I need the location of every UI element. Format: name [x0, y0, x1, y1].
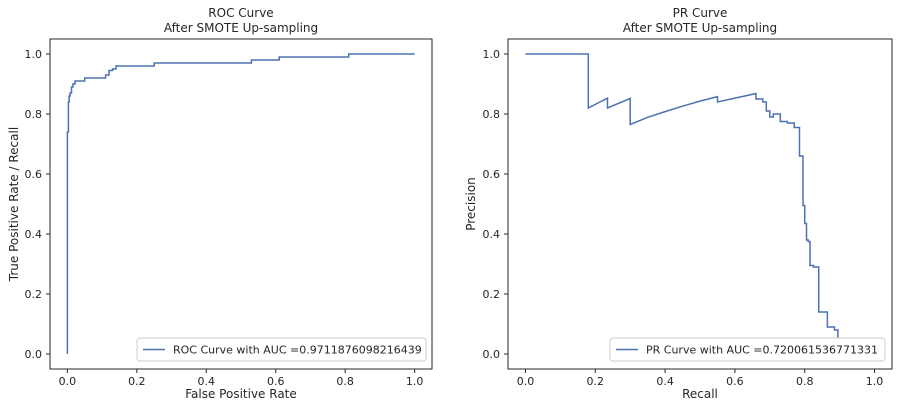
- roc-y-tick-label: 0.4: [25, 228, 43, 241]
- pr-x-tick-label: 0.8: [796, 375, 814, 388]
- pr-legend: PR Curve with AUC =0.720061536771331: [609, 337, 886, 362]
- roc-x-axis-label: False Positive Rate: [185, 387, 297, 401]
- roc-legend-label: ROC Curve with AUC =0.9711876098216439: [173, 344, 422, 357]
- roc-title-line-2: After SMOTE Up-sampling: [164, 21, 318, 35]
- roc-curve-line: [66, 53, 415, 354]
- pr-y-ticks: 0.0 0.2 0.4 0.6 0.8 1.0: [483, 48, 508, 361]
- roc-x-tick-label: 0.4: [198, 375, 216, 388]
- pr-chart: PR Curve After SMOTE Up-sampling 0.0 0.2 0…: [464, 6, 893, 401]
- pr-y-tick-label: 0.8: [483, 108, 501, 121]
- roc-plot-background: [50, 39, 432, 369]
- roc-chart: ROC Curve After SMOTE Up-sampling 0.0 0.2…: [7, 6, 433, 401]
- roc-y-tick-label: 0.6: [25, 168, 43, 181]
- pr-x-tick-label: 0.4: [656, 375, 674, 388]
- pr-x-tick-label: 0.2: [587, 375, 605, 388]
- pr-y-tick-label: 0.2: [483, 288, 501, 301]
- roc-legend: ROC Curve with AUC =0.9711876098216439: [136, 337, 427, 362]
- pr-x-axis-label: Recall: [682, 387, 718, 401]
- pr-title-line-2: After SMOTE Up-sampling: [623, 21, 777, 35]
- pr-legend-box: [609, 337, 886, 362]
- roc-x-ticks: 0.0 0.2 0.4 0.6 0.8 1.0: [59, 369, 424, 388]
- roc-x-tick-label: 1.0: [406, 375, 424, 388]
- pr-plot-frame: [507, 38, 893, 370]
- roc-x-tick-label: 0.2: [128, 375, 146, 388]
- pr-series-layer: [525, 53, 843, 345]
- pr-legend-label: PR Curve with AUC =0.720061536771331: [646, 344, 878, 357]
- roc-y-ticks: 0.0 0.2 0.4 0.6 0.8 1.0: [25, 48, 50, 361]
- roc-y-tick-label: 1.0: [25, 48, 43, 61]
- pr-plot-background: [508, 39, 892, 369]
- pr-x-tick-label: 1.0: [866, 375, 884, 388]
- roc-x-tick-label: 0.0: [59, 375, 77, 388]
- pr-title-line-1: PR Curve: [673, 6, 728, 20]
- pr-y-tick-label: 0.6: [483, 168, 501, 181]
- roc-plot-frame: [49, 38, 433, 370]
- pr-x-tick-label: 0.0: [517, 375, 535, 388]
- roc-y-tick-label: 0.2: [25, 288, 43, 301]
- roc-x-tick-label: 0.8: [336, 375, 354, 388]
- roc-y-tick-label: 0.8: [25, 108, 43, 121]
- roc-legend-box: [136, 337, 427, 362]
- roc-x-tick-label: 0.6: [267, 375, 285, 388]
- pr-y-axis-label: Precision: [464, 177, 478, 231]
- pr-x-ticks: 0.0 0.2 0.4 0.6 0.8 1.0: [517, 369, 884, 388]
- roc-series-layer: [66, 53, 415, 354]
- roc-y-tick-label: 0.0: [25, 348, 43, 361]
- pr-curve-line: [525, 53, 843, 345]
- pr-y-tick-label: 0.4: [483, 228, 501, 241]
- pr-y-tick-label: 0.0: [483, 348, 501, 361]
- pr-x-tick-label: 0.6: [726, 375, 744, 388]
- roc-title-line-1: ROC Curve: [208, 6, 273, 20]
- pr-y-tick-label: 1.0: [483, 48, 501, 61]
- roc-y-axis-label: True Positive Rate / Recall: [7, 127, 21, 282]
